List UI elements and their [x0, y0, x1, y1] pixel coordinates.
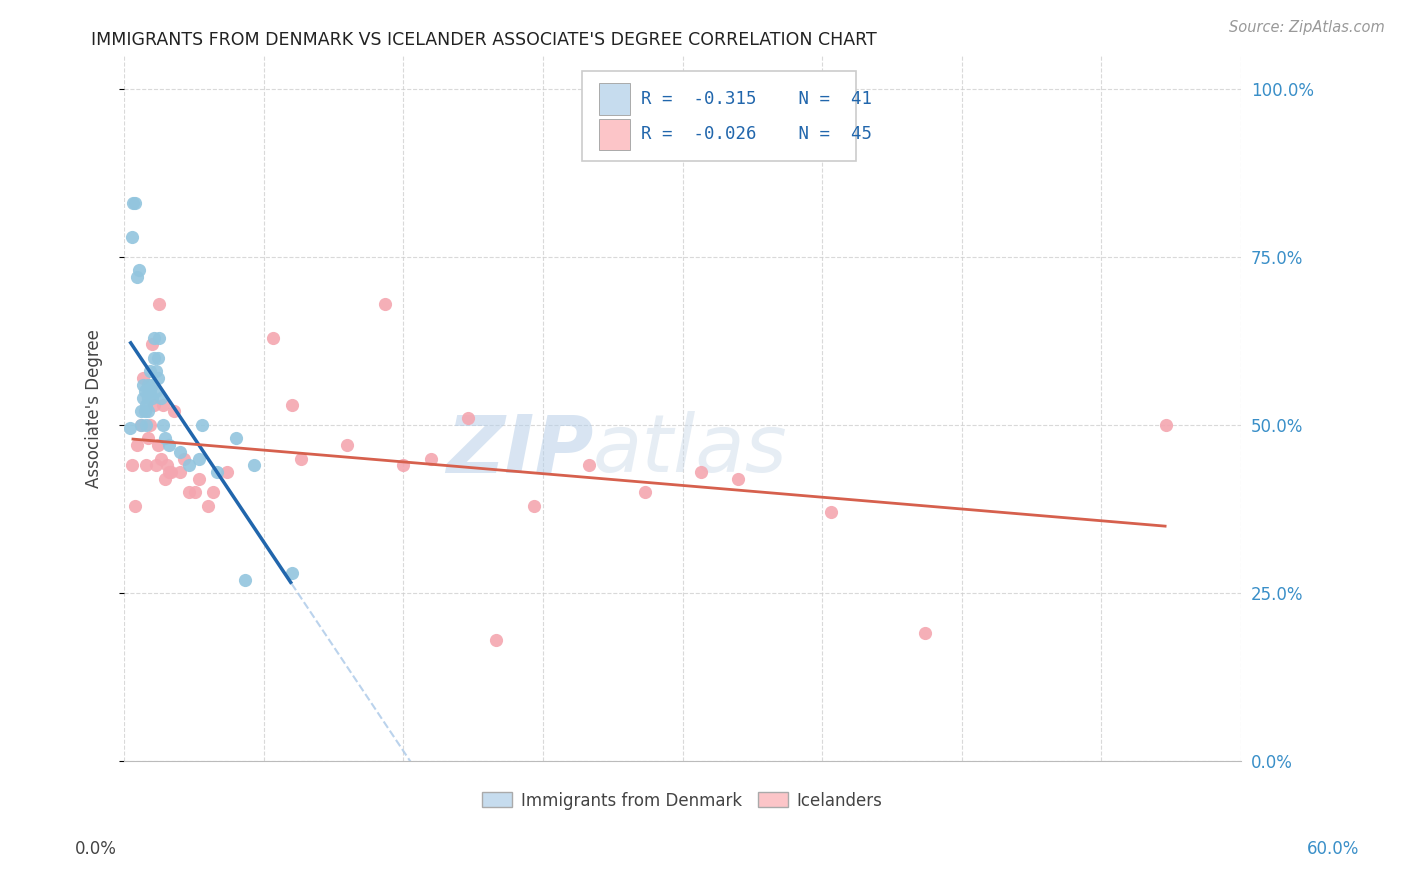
Point — [135, 417, 157, 432]
Point — [129, 404, 152, 418]
Point — [122, 196, 145, 211]
Point — [139, 364, 162, 378]
Point — [420, 451, 443, 466]
Point — [148, 330, 170, 344]
Point — [152, 398, 174, 412]
Point — [148, 297, 170, 311]
Point — [243, 458, 266, 473]
Point — [135, 398, 157, 412]
Point — [578, 458, 600, 473]
Point — [135, 458, 157, 473]
Text: atlas: atlas — [593, 411, 787, 490]
Point — [127, 438, 149, 452]
Point — [153, 472, 176, 486]
Point — [142, 330, 165, 344]
Point — [179, 458, 201, 473]
Text: IMMIGRANTS FROM DENMARK VS ICELANDER ASSOCIATE'S DEGREE CORRELATION CHART: IMMIGRANTS FROM DENMARK VS ICELANDER ASS… — [91, 31, 877, 49]
Point — [233, 573, 256, 587]
Point — [121, 458, 143, 473]
Point — [215, 465, 238, 479]
Point — [280, 566, 302, 580]
Point — [124, 196, 146, 211]
Y-axis label: Associate's Degree: Associate's Degree — [86, 328, 103, 488]
Point — [145, 364, 167, 378]
Point — [187, 472, 209, 486]
Point — [280, 398, 302, 412]
Point — [727, 472, 749, 486]
Point — [145, 384, 167, 399]
Point — [153, 431, 176, 445]
Point — [145, 458, 167, 473]
Point — [136, 431, 159, 445]
Legend: Immigrants from Denmark, Icelanders: Immigrants from Denmark, Icelanders — [475, 785, 890, 816]
Point — [127, 270, 149, 285]
Point — [134, 404, 156, 418]
Point — [634, 485, 657, 500]
Point — [159, 465, 181, 479]
Point — [146, 438, 169, 452]
Point — [150, 391, 173, 405]
Point — [134, 384, 156, 399]
Text: R =  -0.315    N =  41: R = -0.315 N = 41 — [641, 90, 872, 108]
Point — [136, 404, 159, 418]
Point — [136, 391, 159, 405]
Point — [146, 351, 169, 365]
Point — [290, 451, 312, 466]
Point — [118, 421, 141, 435]
Point — [150, 451, 173, 466]
Point — [262, 330, 284, 344]
Point — [173, 451, 195, 466]
Point — [225, 431, 247, 445]
Point — [485, 633, 508, 648]
Point — [132, 391, 155, 405]
Point — [136, 377, 159, 392]
FancyBboxPatch shape — [599, 83, 630, 115]
Point — [523, 499, 546, 513]
Point — [336, 438, 359, 452]
Point — [179, 485, 201, 500]
Point — [157, 438, 180, 452]
Point — [191, 417, 214, 432]
Text: R =  -0.026    N =  45: R = -0.026 N = 45 — [641, 125, 872, 144]
Point — [141, 391, 163, 405]
Point — [132, 377, 155, 392]
Point — [187, 451, 209, 466]
Point — [128, 263, 150, 277]
Point — [690, 465, 713, 479]
Point — [169, 465, 191, 479]
Point — [152, 417, 174, 432]
Point — [146, 371, 169, 385]
Point — [141, 337, 163, 351]
Point — [157, 465, 180, 479]
Point — [1156, 417, 1178, 432]
Point — [129, 417, 152, 432]
FancyBboxPatch shape — [582, 70, 856, 161]
Point — [156, 458, 179, 473]
Point — [374, 297, 396, 311]
Point — [163, 404, 186, 418]
Point — [129, 417, 152, 432]
Point — [392, 458, 415, 473]
Point — [820, 505, 842, 519]
Point — [205, 465, 228, 479]
Text: ZIP: ZIP — [446, 411, 593, 490]
Text: 60.0%: 60.0% — [1306, 840, 1360, 858]
Point — [197, 499, 219, 513]
Point — [139, 384, 162, 399]
Point — [142, 351, 165, 365]
Point — [124, 499, 146, 513]
Point — [139, 417, 162, 432]
Point — [184, 485, 207, 500]
Point — [142, 398, 165, 412]
Point — [132, 371, 155, 385]
Point — [202, 485, 225, 500]
Text: 0.0%: 0.0% — [75, 840, 117, 858]
Point — [457, 411, 479, 425]
Point — [141, 377, 163, 392]
Text: Source: ZipAtlas.com: Source: ZipAtlas.com — [1229, 20, 1385, 35]
Point — [169, 445, 191, 459]
FancyBboxPatch shape — [599, 119, 630, 151]
Point — [121, 229, 143, 244]
Point — [914, 626, 936, 640]
